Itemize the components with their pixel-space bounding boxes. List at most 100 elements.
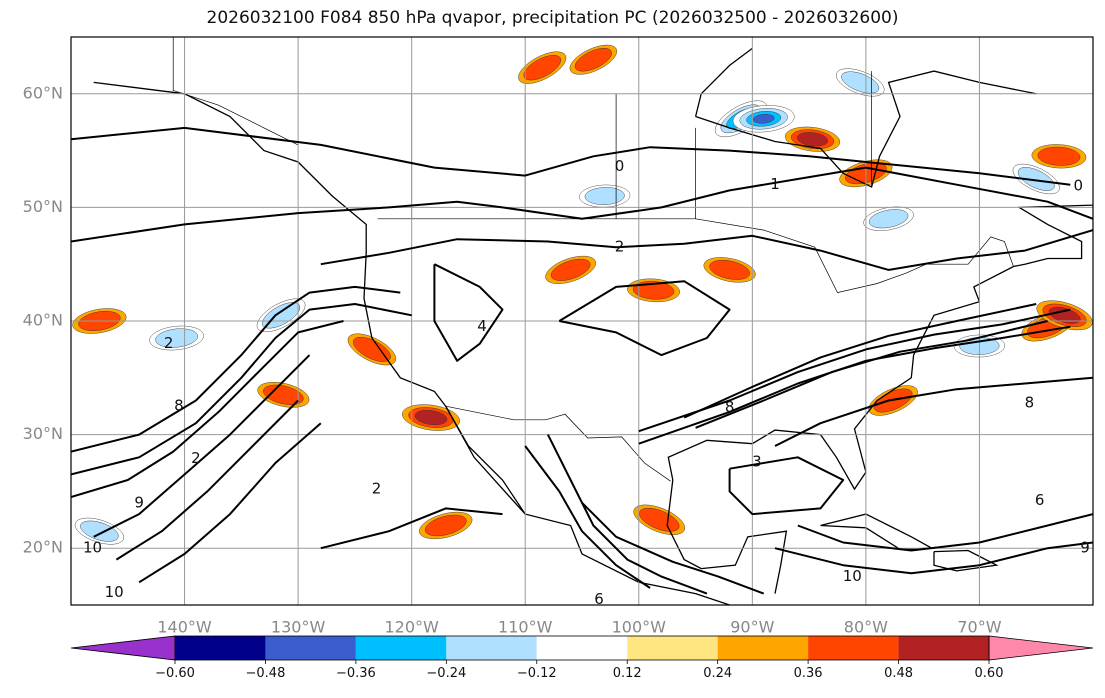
precip-blob-15-ring-1 — [424, 514, 467, 537]
colorbar-label-1: −0.48 — [246, 666, 286, 681]
contour-line-17 — [524, 445, 651, 589]
precip-blob-8-ring-1 — [1017, 167, 1055, 191]
coastline-7 — [933, 549, 999, 572]
contour-label-15: 6 — [1035, 491, 1045, 509]
contour-line-20 — [774, 541, 1093, 575]
contour-label-9: 10 — [105, 583, 124, 601]
precip-blob-3-ring-1 — [841, 71, 880, 94]
map-frame — [70, 36, 1094, 606]
precip-blob-3 — [835, 68, 885, 97]
coastline-3 — [666, 479, 788, 594]
colorbar-segment-8 — [898, 636, 989, 660]
lon-tick-100: 100°W — [612, 618, 667, 637]
lon-tick-90: 90°W — [730, 618, 774, 637]
contour-label-14: 3 — [752, 452, 762, 470]
colorbar-segment-2 — [355, 636, 447, 660]
border-2 — [172, 37, 299, 146]
coastline-4 — [695, 70, 1037, 188]
contour-label-11: 4 — [477, 317, 487, 335]
lon-tick-120: 120°W — [384, 618, 439, 637]
contour-line-6 — [93, 354, 311, 538]
precip-blob-23 — [545, 255, 596, 284]
precip-blob-15 — [419, 511, 473, 540]
contour-line-15 — [728, 456, 845, 516]
contour-label-3: 0 — [1073, 176, 1083, 194]
contour-line-3 — [71, 285, 401, 453]
contour-label-1: 1 — [770, 175, 780, 193]
precip-blob-9 — [1031, 144, 1087, 169]
contour-label-16: 9 — [1080, 539, 1090, 557]
colorbar-under — [70, 635, 176, 661]
precip-blob-21 — [347, 333, 397, 366]
precip-blob-7-ring-1 — [868, 209, 909, 229]
colorbar-label-3: −0.24 — [426, 666, 466, 681]
contour-line-2 — [320, 229, 1093, 271]
contour-line-8 — [138, 422, 322, 584]
precip-blob-6 — [703, 257, 756, 283]
qvapor-contours — [71, 126, 1093, 595]
lat-tick-20: 20°N — [23, 538, 63, 557]
contour-label-7: 9 — [134, 493, 144, 511]
precip-blob-26 — [518, 51, 567, 84]
contour-label-5: 8 — [174, 397, 184, 415]
precip-blob-23-ring-1 — [550, 258, 591, 281]
contour-label-8: 10 — [83, 539, 102, 557]
contour-label-12: 8 — [725, 398, 735, 416]
contour-line-0 — [71, 126, 1071, 186]
contour-label-2: 2 — [615, 238, 625, 256]
coastline-1 — [445, 405, 526, 515]
precip-blob-8 — [1012, 163, 1060, 195]
colorbar-label-8: 0.48 — [884, 666, 913, 681]
precip-blob-13-ring-1 — [262, 302, 301, 329]
contour-label-0: 0 — [615, 157, 625, 175]
contour-line-11 — [638, 325, 1071, 445]
precipitation-field — [72, 44, 1093, 545]
colorbar-segment-7 — [808, 636, 899, 660]
contour-label-6: 2 — [191, 449, 201, 467]
lat-tick-40: 40°N — [23, 311, 63, 330]
colorbar-label-6: 0.24 — [703, 666, 732, 681]
colorbar: −0.60 −0.48 −0.36 −0.24 −0.12 0.12 0.24 0.36 0.4… — [70, 635, 1094, 681]
contour-line-16 — [547, 434, 708, 595]
contour-line-7 — [115, 399, 299, 561]
map-border — [70, 36, 1094, 606]
precip-blob-22-ring-1 — [632, 281, 675, 300]
contour-label-13: 8 — [1025, 393, 1035, 411]
precip-blob-5-ring-1 — [574, 48, 612, 72]
lon-tick-130: 130°W — [271, 618, 326, 637]
contour-label-10: 2 — [372, 480, 382, 498]
precip-blob-4 — [579, 184, 631, 208]
precip-blob-26-ring-1 — [523, 55, 562, 81]
precip-blob-4-ring-1 — [584, 187, 625, 205]
lat-tick-30: 30°N — [23, 424, 63, 443]
colorbar-outline — [174, 635, 990, 661]
lon-tick-80: 80°W — [844, 618, 888, 637]
contour-line-18 — [581, 502, 765, 595]
colorbar-segment-1 — [265, 636, 356, 660]
precip-blob-12-ring-1 — [155, 328, 198, 348]
precip-blob-9-ring-1 — [1037, 146, 1081, 166]
contour-line-13 — [695, 320, 1048, 429]
contour-line-10 — [638, 308, 1071, 433]
border-1 — [445, 405, 671, 482]
contour-line-1 — [71, 166, 1093, 243]
chart-title: 2026032100 F084 850 hPa qvapor, precipit… — [206, 8, 899, 28]
precip-blob-22 — [627, 278, 680, 303]
contour-line-5 — [71, 320, 344, 499]
lat-tick-60: 60°N — [23, 83, 63, 102]
coastline-5 — [694, 47, 753, 117]
contour-line-21 — [433, 263, 504, 362]
axis-ticks: 20°N 30°N 40°N 50°N 60°N 140°W 130°W 120°W 110°W… — [23, 83, 1002, 636]
colorbar-label-5: 0.12 — [613, 666, 642, 681]
contour-line-12 — [683, 303, 1037, 419]
contour-label-18: 6 — [594, 590, 604, 608]
colorbar-over — [988, 635, 1094, 661]
precip-blob-14-ring-2 — [414, 410, 448, 426]
precip-blob-25-ring-3 — [753, 114, 775, 124]
lon-tick-140: 140°W — [157, 618, 212, 637]
colorbar-label-2: −0.36 — [336, 666, 376, 681]
colorbar-label-9: 0.60 — [975, 666, 1004, 681]
precip-blob-24-ring-1 — [80, 520, 119, 542]
contour-line-14 — [774, 376, 1093, 447]
